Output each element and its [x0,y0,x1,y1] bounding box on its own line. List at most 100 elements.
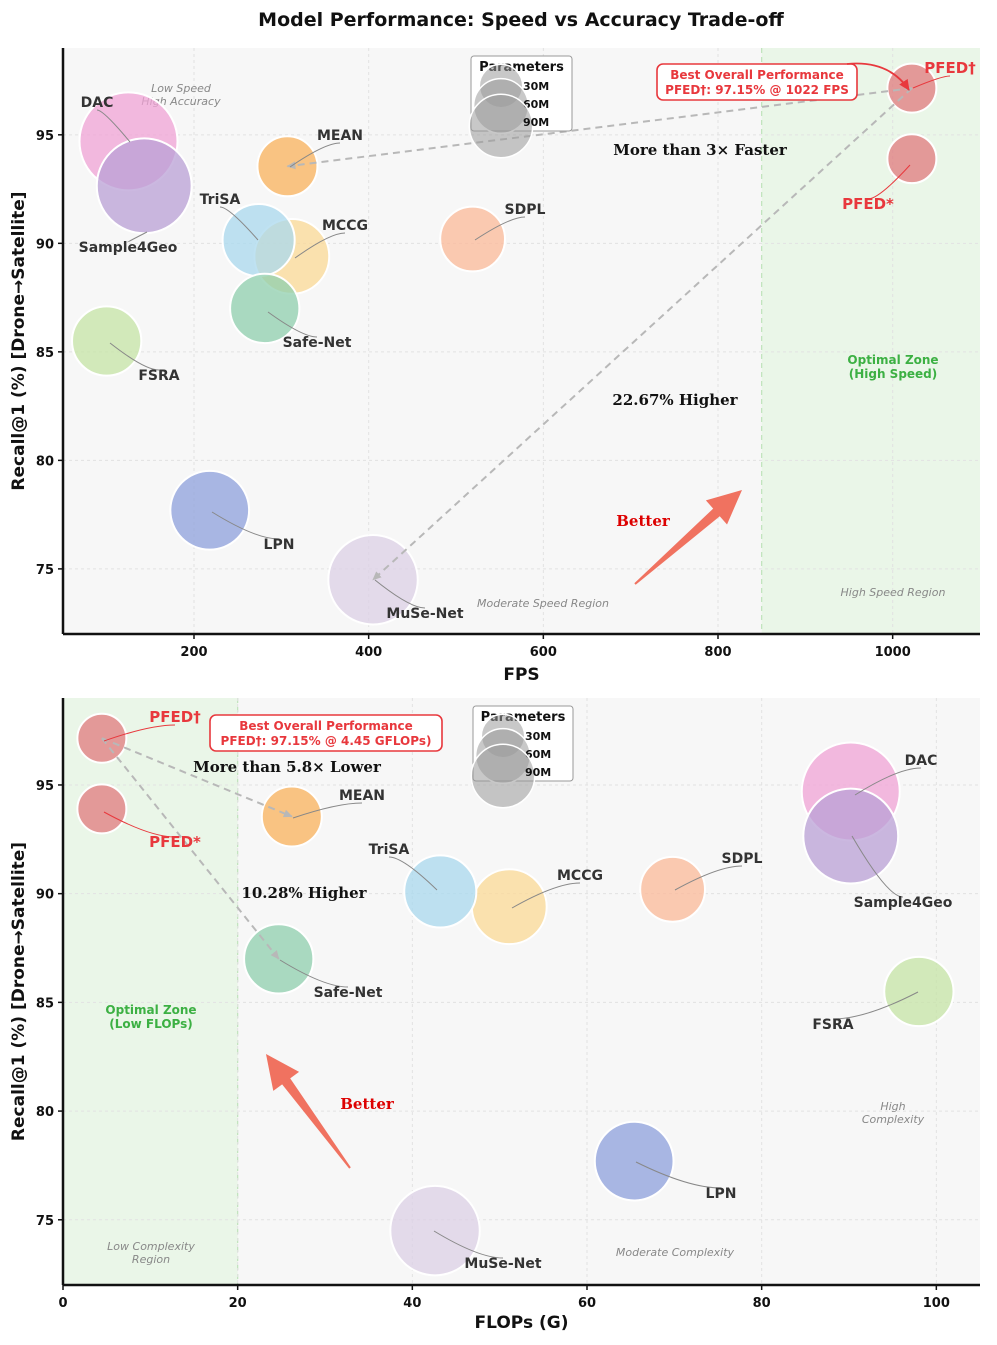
legend-item: 30M [523,80,549,93]
better-arrow [266,1054,351,1169]
point-label-pfed-star: PFED* [842,195,894,213]
leader-line [474,216,526,241]
leader-line [294,232,346,259]
leader-line [103,724,176,742]
comparison-label: 22.67% Higher [612,391,738,409]
comparison-label: More than 5.8× Lower [193,758,382,776]
leader-line [388,856,438,891]
zone-label: (High Speed) [849,367,938,381]
optimal-zone [63,698,238,1285]
y-tick-label: 85 [36,996,54,1011]
comparison-label: More than 3× Faster [613,141,788,159]
point-label-sample4geo: Sample4Geo [854,895,953,911]
point-label-pfed-dagger: PFED† [149,708,201,726]
region-label: Region [132,1253,170,1266]
best-performance-callout [209,714,443,752]
leader-line [832,991,919,1020]
leader-line [279,959,349,988]
data-point-sdpl [439,205,506,273]
x-tick-label: 800 [704,645,731,660]
point-label-sdpl: SDPL [722,851,763,867]
y-tick-label: 75 [36,563,54,578]
region-label: Moderate Complexity [616,1246,735,1259]
x-tick-label: 600 [530,645,557,660]
data-point-muse-net [389,1184,481,1277]
leader-line [851,835,904,898]
point-label-fsra: FSRA [138,368,179,384]
leader-line [267,311,318,338]
zone-label: Optimal Zone [847,353,938,367]
leader-line [374,579,426,609]
callout-line: Best Overall Performance [239,719,413,733]
legend-item: 90M [525,766,551,779]
point-label-mccg: MCCG [557,868,603,884]
comparison-arrow [372,87,913,581]
leader-line [292,802,363,819]
point-label-lpn: LPN [706,1186,737,1202]
callout-line: PFED†: 97.15% @ 4.45 GFLOPs) [221,734,432,748]
point-label-mccg: MCCG [322,218,368,234]
leader-line [211,511,280,540]
region-label: Complexity [862,1113,925,1126]
y-tick-label: 75 [36,1214,54,1229]
y-tick-label: 90 [36,237,54,252]
x-tick-label: 20 [229,1296,247,1311]
legend-marker [468,93,534,159]
y-axis-label: Recall@1 (%) [Drone→Satellite] [9,191,29,490]
leader-line [96,109,131,143]
comparison-arrow [101,737,293,818]
legend-item: 30M [525,730,551,743]
leader-line [109,342,160,371]
data-point-lpn [169,469,251,551]
y-tick-label: 95 [36,129,54,144]
leader-line [912,75,951,89]
x-tick-label: 0 [58,1296,67,1311]
point-label-dac: DAC [81,95,114,111]
region-label: Low Speed [151,82,212,95]
y-tick-label: 80 [36,454,54,469]
leader-line [219,206,259,241]
point-label-pfed-star: PFED* [149,833,201,851]
point-label-muse-net: MuSe-Net [386,606,463,622]
point-label-mean: MEAN [339,788,385,804]
figure-title: Model Performance: Speed vs Accuracy Tra… [258,9,784,31]
legend-marker [470,743,536,809]
y-axis-label: Recall@1 (%) [Drone→Satellite] [9,842,29,1141]
point-label-trisa: TriSA [200,192,241,208]
zone-label: (Low FLOPs) [109,1017,192,1031]
point-label-safe-net: Safe-Net [283,335,352,351]
data-point-trisa [403,854,478,929]
region-label: High [880,1100,905,1113]
data-point-mccg [470,868,548,946]
leader-line [289,142,341,168]
data-point-fsra [883,955,955,1028]
y-tick-label: 90 [36,888,54,903]
data-point-sdpl [639,855,706,923]
x-axis-label: FLOPs (G) [475,1313,569,1333]
comparison-arrow [286,87,913,170]
region-label: Low Complexity [107,1240,195,1253]
comparison-label: 10.28% Higher [241,884,367,902]
callout-line: PFED†: 97.15% @ 1022 FPS [665,83,849,97]
data-point-lpn [593,1120,675,1202]
x-tick-label: 200 [180,645,207,660]
leader-line [511,882,581,909]
data-point-fsra [71,305,143,377]
x-tick-label: 60 [578,1296,596,1311]
point-label-muse-net: MuSe-Net [464,1256,541,1272]
zone-label: Optimal Zone [105,1003,196,1017]
point-label-lpn: LPN [264,537,295,553]
x-tick-label: 100 [923,1296,950,1311]
legend-item: 90M [523,116,549,129]
best-performance-callout [656,63,858,101]
leader-line [854,767,922,796]
region-label: High Speed Region [841,586,946,599]
region-label: Moderate Speed Region [477,597,609,610]
x-tick-label: 400 [355,645,382,660]
point-label-fsra: FSRA [812,1017,853,1033]
point-label-dac: DAC [905,753,938,769]
callout-line: Best Overall Performance [670,68,844,82]
